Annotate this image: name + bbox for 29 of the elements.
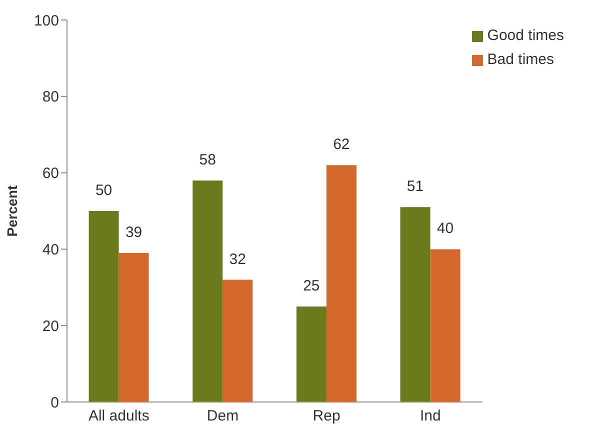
- y-tick-label: 60: [42, 165, 59, 182]
- bar: [192, 180, 223, 402]
- y-tick-label: 0: [50, 394, 59, 412]
- data-label: 51: [406, 178, 424, 196]
- y-axis-title: Percent: [4, 184, 20, 237]
- bar: [430, 249, 460, 402]
- data-label: 62: [333, 136, 350, 154]
- data-label: 58: [199, 151, 216, 168]
- bar: [118, 253, 149, 402]
- data-label: 50: [95, 182, 112, 199]
- data-label: 40: [436, 220, 454, 238]
- y-tick-label: 80: [42, 88, 59, 106]
- data-label: 39: [125, 224, 142, 242]
- y-tick-label: 100: [34, 12, 59, 30]
- legend-label: Good times: [487, 27, 564, 44]
- bar: [222, 280, 253, 402]
- data-label: 32: [229, 250, 246, 268]
- y-tick-label: 20: [42, 318, 59, 335]
- bar: [296, 306, 326, 402]
- data-label: 25: [303, 278, 320, 294]
- x-tick-label: All adults: [88, 408, 150, 425]
- bar: [326, 165, 356, 402]
- bar: [88, 211, 119, 402]
- x-tick-label: Rep: [312, 408, 340, 425]
- x-tick-label: Ind: [420, 408, 441, 425]
- legend-label: Bad times: [487, 51, 554, 68]
- x-tick-label: Dem: [206, 408, 239, 425]
- bar: [400, 207, 430, 402]
- y-tick-label: 40: [42, 242, 59, 259]
